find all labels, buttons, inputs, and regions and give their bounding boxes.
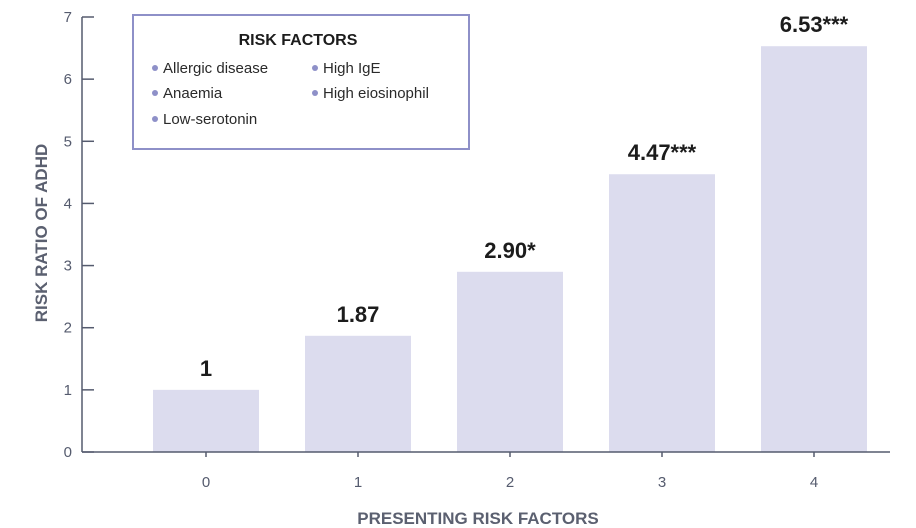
y-tick-label-1: 1 [64, 382, 72, 399]
legend-item-high-eiosinophil: High eiosinophil [323, 85, 429, 102]
x-tick-label-0: 0 [202, 474, 210, 491]
y-tick-label-2: 2 [64, 320, 72, 337]
x-tick-label-4: 4 [810, 474, 818, 491]
legend-bullet-high-eiosinophil [312, 90, 318, 96]
bar-1 [305, 336, 411, 452]
legend-bullet-anaemia [152, 90, 158, 96]
legend-item-allergic-disease: Allergic disease [163, 60, 268, 77]
y-axis-title: RISK RATIO OF ADHD [32, 144, 51, 323]
y-tick-label-0: 0 [64, 444, 72, 461]
legend-item-high-ige: High IgE [323, 60, 381, 77]
x-tick-label-1: 1 [354, 474, 362, 491]
legend-bullet-high-ige [312, 65, 318, 71]
data-label-1: 1.87 [337, 302, 380, 327]
bar-3 [609, 174, 715, 452]
legend-bullet-low-serotonin [152, 116, 158, 122]
legend: RISK FACTORS Allergic disease High IgE Ana… [133, 15, 469, 149]
data-label-3: 4.47*** [628, 140, 697, 165]
data-label-0: 1 [200, 356, 212, 381]
y-tick-label-7: 7 [64, 9, 72, 26]
legend-title: RISK FACTORS [239, 32, 358, 49]
bar-2 [457, 272, 563, 452]
bar-0 [153, 390, 259, 452]
x-tick-label-2: 2 [506, 474, 514, 491]
legend-item-low-serotonin: Low-serotonin [163, 111, 257, 128]
legend-item-anaemia: Anaemia [163, 85, 223, 102]
data-label-2: 2.90* [484, 238, 536, 263]
x-axis-title: PRESENTING RISK FACTORS [357, 509, 599, 528]
y-tick-label-6: 6 [64, 71, 72, 88]
y-tick-label-4: 4 [64, 195, 72, 212]
y-tick-label-5: 5 [64, 133, 72, 150]
y-tick-label-3: 3 [64, 258, 72, 275]
bar-4 [761, 46, 867, 452]
data-label-4: 6.53*** [780, 12, 849, 37]
legend-bullet-allergic-disease [152, 65, 158, 71]
x-tick-label-3: 3 [658, 474, 666, 491]
